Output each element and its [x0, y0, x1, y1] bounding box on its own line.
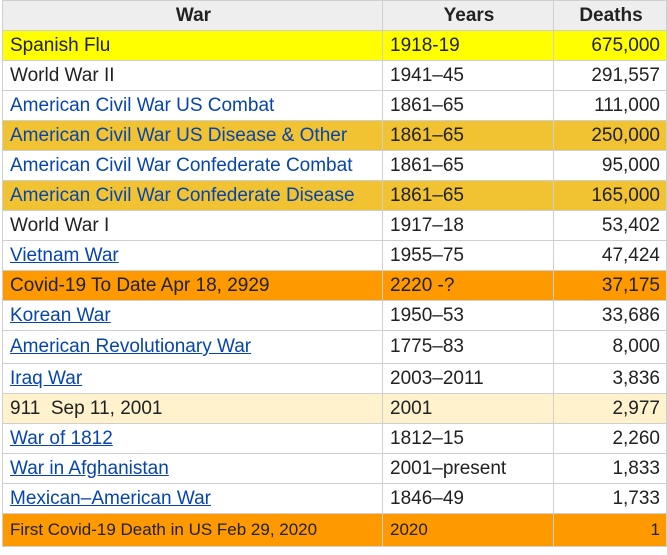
war-link[interactable]: Iraq War — [10, 367, 83, 389]
war-cell: Covid-19 To Date Apr 18, 2929 — [2, 270, 383, 301]
war-name: First Covid-19 Death in US Feb 29, 2020 — [10, 520, 318, 539]
deaths-cell: 2,977 — [553, 393, 667, 424]
table-row: American Civil War Confederate Combat 18… — [2, 150, 667, 181]
deaths-cell: 2,260 — [553, 423, 667, 454]
war-cell: War in Afghanistan — [2, 453, 383, 484]
table-row: Mexican–American War 1846–49 1,733 — [2, 483, 667, 514]
war-cell: World War II — [2, 60, 383, 91]
table-row: World War I 1917–18 53,402 — [2, 210, 667, 241]
table-row: American Civil War US Disease & Other 18… — [2, 120, 667, 151]
war-name: Spanish Flu — [10, 34, 111, 56]
war-cell: World War I — [2, 210, 383, 241]
deaths-cell: 1,833 — [553, 453, 667, 484]
war-name: World War I — [10, 214, 110, 236]
deaths-cell: 165,000 — [553, 180, 667, 211]
table-row: American Civil War Confederate Disease 1… — [2, 180, 667, 211]
war-cell: First Covid-19 Death in US Feb 29, 2020 — [2, 513, 383, 547]
years-cell: 1861–65 — [382, 90, 554, 121]
war-link[interactable]: American Revolutionary War — [10, 336, 252, 357]
deaths-cell: 1 — [553, 513, 667, 547]
years-cell: 2001 — [382, 393, 554, 424]
deaths-cell: 3,836 — [553, 363, 667, 394]
years-cell: 1861–65 — [382, 120, 554, 151]
deaths-cell: 111,000 — [553, 90, 667, 121]
table-row: War of 1812 1812–15 2,260 — [2, 423, 667, 454]
years-cell: 1861–65 — [382, 150, 554, 181]
war-cell: 911 Sep 11, 2001 — [2, 393, 383, 424]
war-cell: American Civil War US Combat — [2, 90, 383, 121]
table-row: First Covid-19 Death in US Feb 29, 2020 … — [2, 513, 667, 547]
header-years[interactable]: Years — [382, 0, 554, 31]
table-row: Spanish Flu 1918-19 675,000 — [2, 30, 667, 61]
war-link[interactable]: American Civil War US Combat — [10, 94, 275, 116]
table-row: American Civil War US Combat 1861–65 111… — [2, 90, 667, 121]
header-deaths[interactable]: Deaths — [553, 0, 667, 31]
years-cell: 2220 -? — [382, 270, 554, 301]
years-cell: 1917–18 — [382, 210, 554, 241]
war-cell: American Civil War Confederate Disease — [2, 180, 383, 211]
header-war[interactable]: War — [2, 0, 383, 31]
years-cell: 2001–present — [382, 453, 554, 484]
war-cell: Mexican–American War — [2, 483, 383, 514]
deaths-cell: 53,402 — [553, 210, 667, 241]
years-cell: 2003–2011 — [382, 363, 554, 394]
deaths-cell: 250,000 — [553, 120, 667, 151]
war-cell: War of 1812 — [2, 423, 383, 454]
deaths-cell: 1,733 — [553, 483, 667, 514]
deaths-cell: 37,175 — [553, 270, 667, 301]
war-cell: Korean War — [2, 300, 383, 331]
war-link[interactable]: Mexican–American War — [10, 487, 211, 509]
war-cell: Iraq War — [2, 363, 383, 394]
table-row: Korean War 1950–53 33,686 — [2, 300, 667, 331]
table-row: Covid-19 To Date Apr 18, 2929 2220 -? 37… — [2, 270, 667, 301]
deaths-cell: 95,000 — [553, 150, 667, 181]
war-cell: American Civil War US Disease & Other — [2, 120, 383, 151]
years-cell: 1941–45 — [382, 60, 554, 91]
years-cell: 1846–49 — [382, 483, 554, 514]
war-link[interactable]: American Civil War US Disease & Other — [10, 124, 348, 146]
war-cell: American Revolutionary War — [2, 330, 383, 364]
table-row: Vietnam War 1955–75 47,424 — [2, 240, 667, 271]
deaths-cell: 8,000 — [553, 330, 667, 364]
war-link[interactable]: War in Afghanistan — [10, 457, 169, 479]
war-cell: American Civil War Confederate Combat — [2, 150, 383, 181]
years-cell: 2020 — [382, 513, 554, 547]
war-name: 911 Sep 11, 2001 — [10, 397, 163, 419]
table-row: American Revolutionary War 1775–83 8,000 — [2, 330, 667, 364]
years-cell: 1955–75 — [382, 240, 554, 271]
war-link[interactable]: Korean War — [10, 304, 111, 326]
war-link[interactable]: Vietnam War — [10, 244, 119, 266]
war-name: World War II — [10, 64, 115, 86]
deaths-cell: 33,686 — [553, 300, 667, 331]
table-row: World War II 1941–45 291,557 — [2, 60, 667, 91]
war-link[interactable]: American Civil War Confederate Disease — [10, 184, 355, 206]
years-cell: 1861–65 — [382, 180, 554, 211]
table-row: War in Afghanistan 2001–present 1,833 — [2, 453, 667, 484]
years-cell: 1812–15 — [382, 423, 554, 454]
table-row: 911 Sep 11, 2001 2001 2,977 — [2, 393, 667, 424]
header-row: War Years Deaths — [2, 0, 667, 31]
deaths-cell: 675,000 — [553, 30, 667, 61]
years-cell: 1918-19 — [382, 30, 554, 61]
war-cell: Spanish Flu — [2, 30, 383, 61]
deaths-cell: 291,557 — [553, 60, 667, 91]
deaths-cell: 47,424 — [553, 240, 667, 271]
war-name: Covid-19 To Date Apr 18, 2929 — [10, 274, 270, 296]
years-cell: 1950–53 — [382, 300, 554, 331]
table-row: Iraq War 2003–2011 3,836 — [2, 363, 667, 394]
war-link[interactable]: American Civil War Confederate Combat — [10, 154, 353, 176]
years-cell: 1775–83 — [382, 330, 554, 364]
war-cell: Vietnam War — [2, 240, 383, 271]
war-link[interactable]: War of 1812 — [10, 427, 113, 449]
